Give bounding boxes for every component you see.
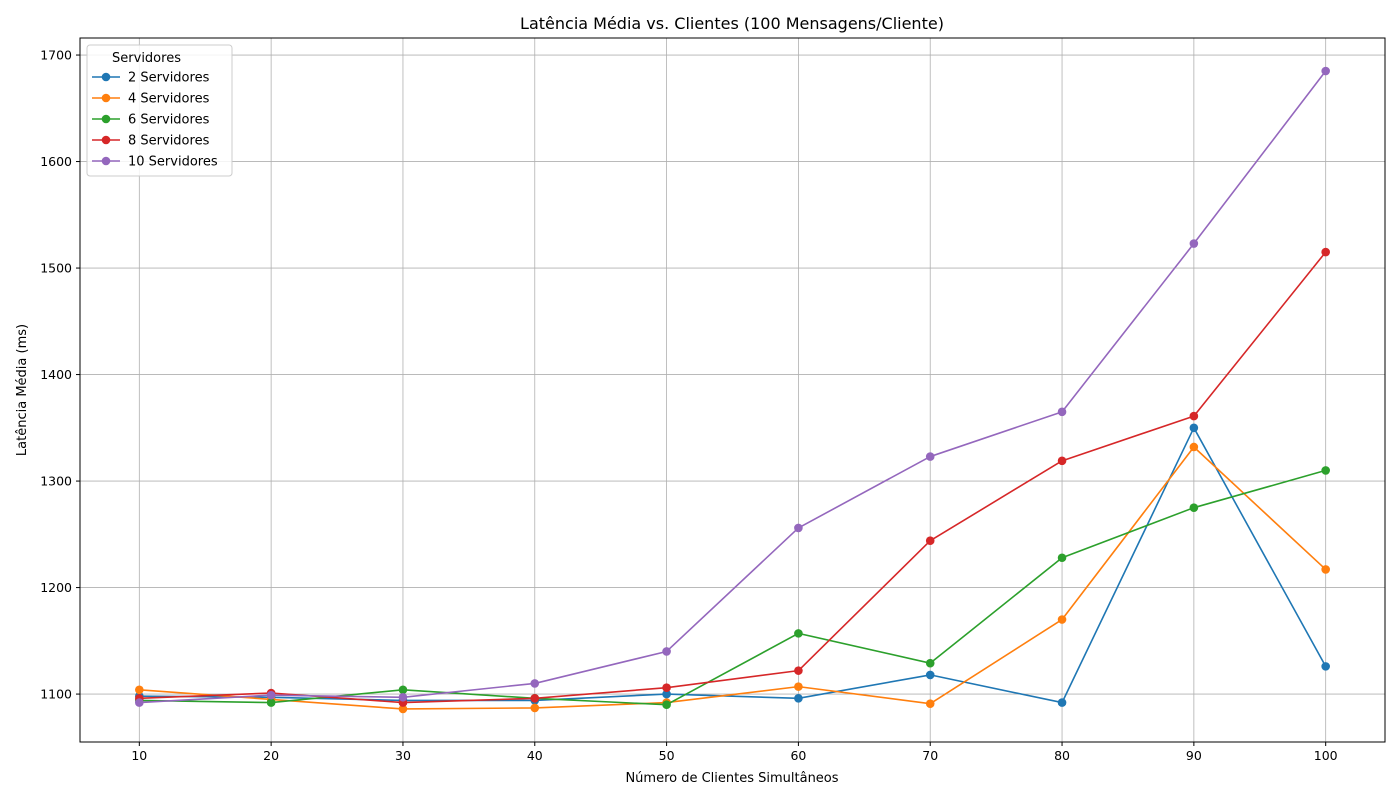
y-tick-label: 1600 (40, 154, 72, 169)
x-tick-label: 90 (1186, 748, 1202, 763)
x-tick-label: 60 (790, 748, 806, 763)
legend-marker (101, 93, 111, 103)
axes: 10 20 30 40 50 60 70 80 90 100 1100 1200 1300 1400 150… (40, 48, 1337, 763)
data-point (1057, 553, 1067, 563)
legend-marker (101, 135, 111, 145)
legend-item: 4 Servidores (92, 92, 210, 107)
x-axis-label: Número de Clientes Simultâneos (625, 771, 838, 786)
data-point (1189, 442, 1199, 452)
y-tick-label: 1300 (40, 474, 72, 489)
series-line (139, 251, 1327, 704)
legend-label: 10 Servidores (128, 155, 218, 170)
y-axis-label: Latência Média (ms) (15, 324, 30, 456)
data-point (794, 629, 803, 638)
data-point (1057, 698, 1067, 707)
data-point (1321, 247, 1330, 257)
x-tick-label: 50 (659, 748, 675, 763)
legend-item: 6 Servidores (92, 113, 210, 128)
data-point (398, 685, 408, 695)
legend-label: 6 Servidores (128, 113, 210, 128)
data-point (925, 658, 935, 668)
x-tick-label: 30 (395, 748, 411, 763)
data-point (925, 452, 935, 461)
data-point (266, 698, 276, 707)
legend-marker (101, 72, 111, 82)
legend-box (86, 44, 233, 177)
legend-item: 2 Servidores (92, 71, 210, 86)
data-point (530, 703, 540, 713)
data-point (662, 647, 671, 656)
y-tick-label: 1500 (40, 261, 72, 276)
legend-item: 10 Servidores (92, 155, 218, 170)
data-point (794, 666, 803, 675)
data-point (794, 523, 803, 533)
y-tick-label: 1200 (40, 580, 72, 595)
data-point (135, 685, 144, 695)
x-tick-label: 80 (1054, 748, 1070, 763)
data-point (1321, 662, 1330, 671)
data-point (530, 694, 540, 703)
data-point (1321, 466, 1330, 475)
data-point (1189, 239, 1199, 248)
x-tick-label: 40 (527, 748, 543, 763)
data-point (530, 679, 540, 688)
data-point (1321, 565, 1330, 574)
legend-label: 2 Servidores (128, 71, 210, 86)
data-point (662, 689, 671, 699)
series-line (139, 70, 1327, 704)
x-tick-label: 10 (131, 748, 147, 763)
x-tick-label: 70 (922, 748, 938, 763)
x-tick-label: 100 (1314, 748, 1338, 763)
data-point (925, 536, 935, 546)
data-point (1057, 407, 1067, 417)
legend-title: Servidores (112, 51, 181, 66)
y-tick-label: 1400 (40, 367, 72, 382)
x-tick-label: 20 (263, 748, 279, 763)
legend-marker (101, 114, 111, 124)
chart-title: Latência Média vs. Clientes (100 Mensage… (520, 14, 944, 33)
data-point (398, 692, 408, 702)
y-tick-label: 1100 (40, 687, 72, 702)
data-point (925, 699, 935, 708)
series-layer (135, 66, 1330, 714)
data-point (794, 682, 803, 691)
legend-marker (101, 156, 111, 166)
series-line (139, 427, 1327, 704)
y-tick-label: 1700 (40, 48, 72, 63)
data-point (1189, 411, 1199, 421)
legend-label: 8 Servidores (128, 134, 210, 149)
legend-label: 4 Servidores (128, 92, 210, 107)
data-point (1057, 456, 1067, 466)
data-point (398, 704, 408, 714)
data-point (662, 683, 671, 692)
legend: Servidores 2 Servidores 4 Servidores 6 Serv… (86, 44, 233, 177)
data-point (662, 700, 671, 710)
data-point (135, 698, 144, 707)
series-5 (135, 66, 1330, 707)
data-point (1189, 423, 1199, 433)
data-point (266, 690, 276, 700)
data-point (794, 694, 803, 703)
plot-frame (79, 37, 1386, 743)
data-point (1057, 615, 1067, 624)
data-point (1321, 66, 1330, 76)
data-point (1189, 503, 1199, 512)
legend-item: 8 Servidores (92, 134, 210, 149)
data-point (925, 670, 935, 680)
